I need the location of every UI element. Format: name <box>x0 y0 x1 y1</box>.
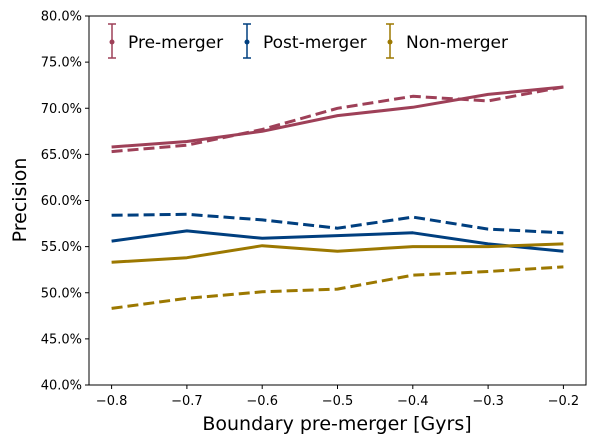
y-tick-label: 80.0% <box>41 10 82 25</box>
series-line-1-dashed <box>111 85 564 154</box>
y-tick-label: 60.0% <box>41 194 82 209</box>
y-tick-label: 75.0% <box>41 56 82 71</box>
plot-frame <box>88 15 587 386</box>
y-tick-label: 50.0% <box>41 286 82 301</box>
y-tick-label: 40.0% <box>41 379 82 394</box>
y-tick-label: 65.0% <box>41 148 82 163</box>
x-tick-label: −0.7 <box>171 394 203 409</box>
series-layer <box>111 85 564 310</box>
ticks-layer: −0.8 −0.7 −0.6 −0.5 −0.4 −0.3 −0.2 40.0% 45.0% 50… <box>41 10 580 410</box>
legend-item-non-merger: Non-merger <box>386 23 508 59</box>
x-tick-label: −0.6 <box>246 394 278 409</box>
legend-label: Post-merger <box>263 33 367 53</box>
x-tick-label: −0.3 <box>472 394 504 409</box>
legend-label: Pre-merger <box>128 33 223 53</box>
y-tick-label: 70.0% <box>41 102 82 117</box>
series-line-0-solid <box>111 85 564 149</box>
y-axis-label: Precision <box>9 158 31 243</box>
x-tick-label: −0.8 <box>96 394 128 409</box>
series-line-4-solid <box>111 242 564 264</box>
legend-marker-icon <box>109 39 115 45</box>
series-line-2-solid <box>111 229 564 253</box>
legend: Pre-merger Post-merger Non-merger <box>108 23 508 59</box>
x-tick-label: −0.5 <box>322 394 354 409</box>
legend-item-pre-merger: Pre-merger <box>108 23 223 59</box>
x-tick-label: −0.2 <box>548 394 580 409</box>
legend-marker-icon <box>387 39 393 45</box>
y-tick-label: 45.0% <box>41 332 82 347</box>
x-axis-label: Boundary pre-merger [Gyrs] <box>202 413 471 435</box>
series-line-3-dashed <box>111 212 564 235</box>
x-tick-label: −0.4 <box>397 394 429 409</box>
legend-item-post-merger: Post-merger <box>243 23 367 59</box>
legend-marker-icon <box>244 39 250 45</box>
series-line-5-dashed <box>111 265 564 310</box>
y-tick-label: 55.0% <box>41 240 82 255</box>
legend-label: Non-merger <box>406 33 508 53</box>
